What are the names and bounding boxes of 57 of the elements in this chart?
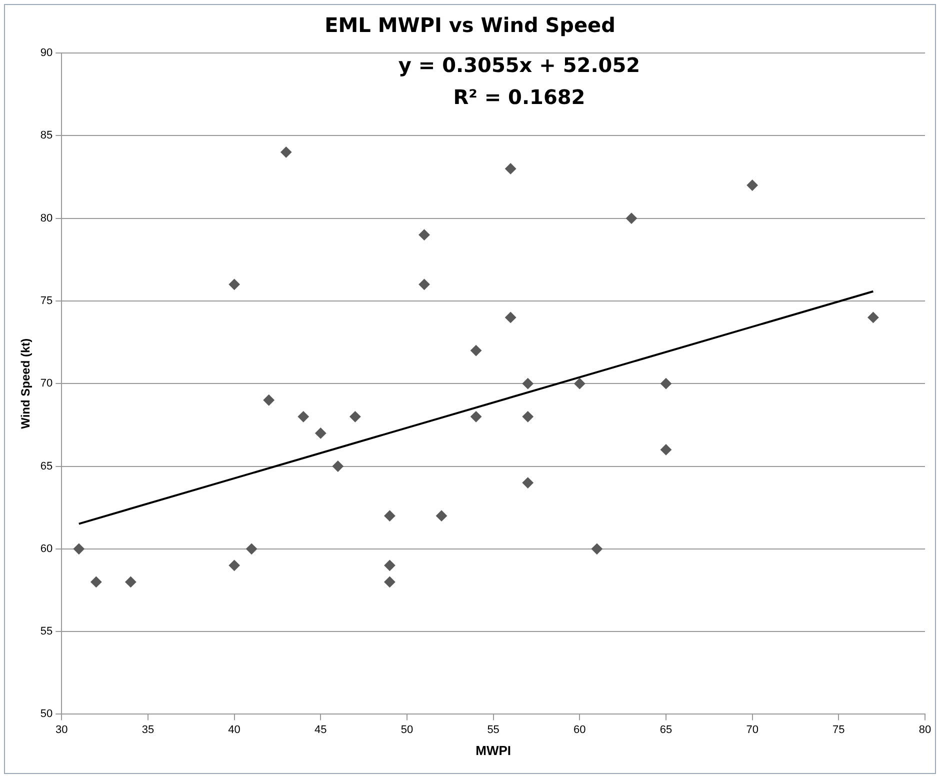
x-tick-label: 35	[142, 724, 154, 736]
point	[505, 312, 516, 323]
point	[350, 411, 361, 422]
annotation: y = 0.3055x + 52.052	[398, 53, 640, 78]
point	[574, 378, 586, 390]
point	[125, 576, 136, 588]
point	[246, 543, 258, 554]
point	[522, 477, 534, 488]
y-tick-label: 75	[40, 294, 53, 307]
point	[660, 378, 672, 390]
x-tick-label: 45	[314, 724, 327, 736]
point	[332, 460, 344, 472]
point	[384, 560, 396, 571]
y-tick-label: 50	[40, 708, 53, 720]
point	[228, 560, 240, 571]
chart-title: EML MWPI vs Wind Speed	[324, 13, 616, 38]
y-tick-label: 80	[40, 212, 53, 224]
x-tick-label: 60	[574, 724, 586, 736]
x-tick-label: 50	[400, 724, 414, 736]
point	[418, 229, 430, 240]
point	[73, 543, 84, 554]
x-tick-label: 70	[746, 724, 758, 736]
point	[660, 444, 672, 456]
point	[263, 394, 274, 406]
x-tick-label: 75	[832, 724, 845, 736]
y-axis-title: Wind Speed (kt)	[18, 338, 33, 429]
point	[384, 510, 396, 522]
y-tick-label: 90	[40, 47, 53, 60]
point	[470, 345, 482, 356]
annotation: R² = 0.1682	[453, 85, 586, 110]
point	[470, 411, 482, 422]
point	[315, 428, 326, 439]
point	[522, 411, 534, 422]
x-tick-label: 65	[660, 724, 672, 736]
x-axis-title: MWPI	[476, 742, 512, 758]
point	[505, 163, 516, 174]
point	[522, 378, 534, 390]
x-tick-label: 40	[228, 724, 240, 736]
point	[280, 146, 292, 158]
y-tick-label: 70	[40, 378, 53, 390]
point	[868, 312, 879, 323]
y-tick-label: 60	[40, 542, 53, 555]
x-tick-label: 30	[56, 724, 68, 736]
x-tick-label: 55	[487, 724, 500, 736]
point	[90, 576, 102, 588]
point	[591, 543, 602, 554]
y-tick-label: 65	[40, 460, 53, 472]
y-tick-label: 55	[40, 626, 53, 638]
point	[746, 180, 758, 191]
point	[298, 411, 309, 422]
y-tick-label: 85	[40, 130, 53, 142]
point	[384, 576, 396, 588]
point	[626, 212, 637, 224]
point	[436, 510, 448, 522]
point	[228, 278, 240, 290]
point	[418, 278, 430, 290]
x-tick-label: 80	[918, 724, 932, 736]
